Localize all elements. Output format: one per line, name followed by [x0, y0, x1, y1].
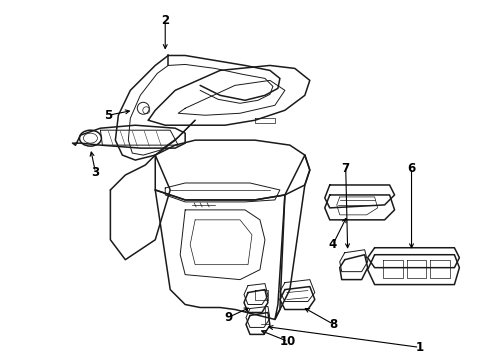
Text: 4: 4 [329, 238, 337, 251]
Text: 3: 3 [91, 166, 99, 179]
Text: 5: 5 [104, 109, 113, 122]
Text: 8: 8 [330, 318, 338, 331]
Text: 1: 1 [416, 341, 423, 354]
Text: 2: 2 [161, 14, 169, 27]
Text: 10: 10 [280, 335, 296, 348]
Text: 6: 6 [407, 162, 416, 175]
Text: 7: 7 [342, 162, 350, 175]
Text: 9: 9 [224, 311, 232, 324]
